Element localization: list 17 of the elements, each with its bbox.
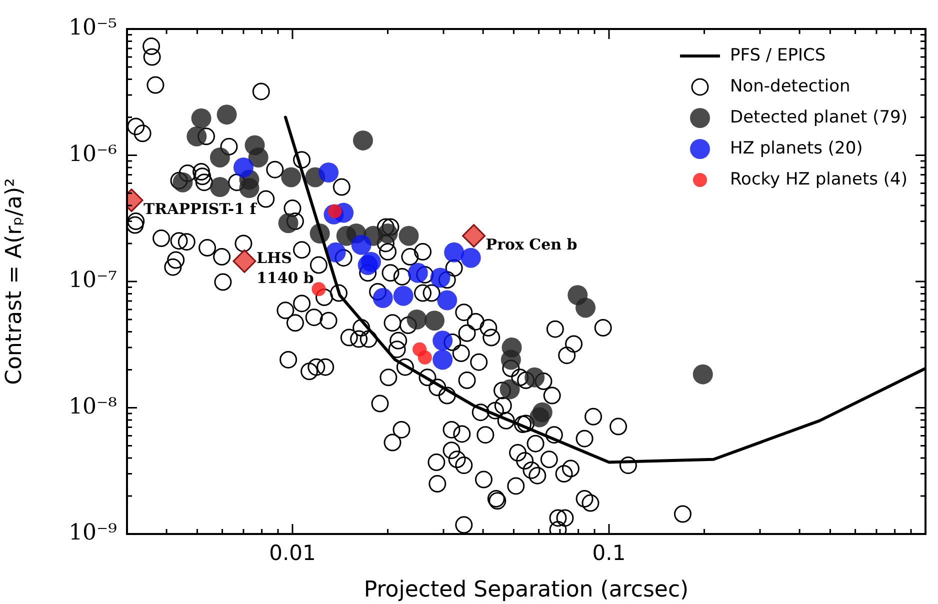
y-tick-label: 10⁻⁷ [68, 268, 118, 294]
legend-label: HZ planets (20) [730, 138, 863, 158]
y-tick-label: 10⁻⁶ [68, 142, 118, 167]
legend-label: Non-detection [730, 76, 850, 96]
x-tick-label: 0.1 [592, 541, 626, 566]
legend-label: Rocky HZ planets (4) [730, 169, 908, 190]
annotation: LHS 1140 b [256, 249, 314, 288]
y-axis-title: Contrast = A(rₚ/a)² [2, 178, 27, 385]
y-tick-label: 10⁻⁹ [68, 520, 118, 546]
annotation: TRAPPIST-1 f [144, 200, 258, 218]
legend-label: PFS / EPICS [730, 45, 826, 66]
x-axis-title: Projected Separation (arcsec) [364, 578, 689, 603]
legend-label: Detected planet (79) [730, 107, 908, 128]
y-tick-label: 10⁻⁵ [68, 16, 117, 41]
y-tick-label: 10⁻⁸ [68, 394, 118, 420]
annotation: Prox Cen b [486, 236, 578, 254]
x-tick-label: 0.01 [269, 541, 316, 566]
